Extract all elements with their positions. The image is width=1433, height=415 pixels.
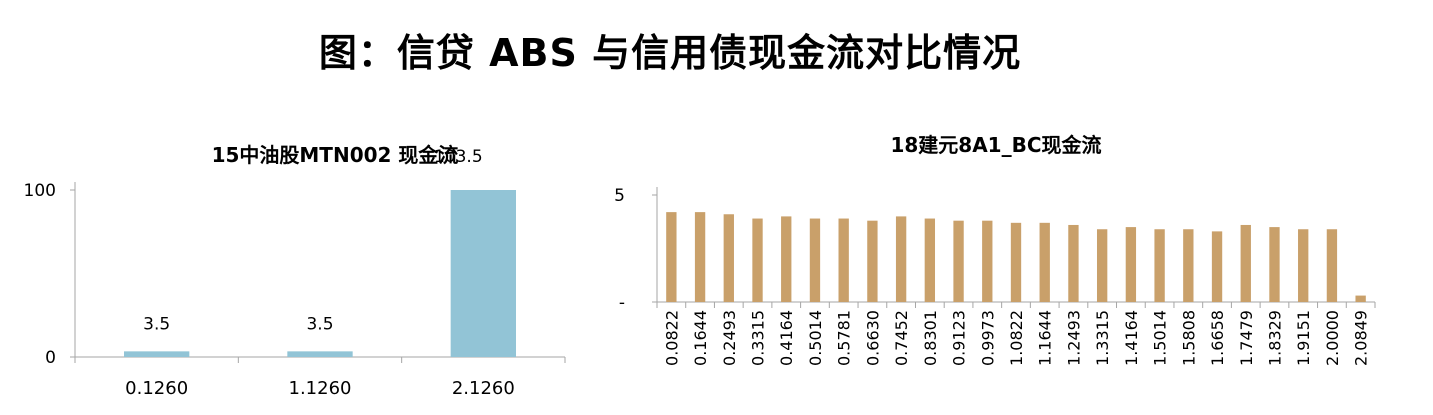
x-tick-label: 0.5014 xyxy=(806,310,825,366)
bar xyxy=(1183,229,1194,302)
chart-title: 18建元8A1_BC现金流 xyxy=(890,133,1101,157)
bar xyxy=(982,220,993,302)
bar xyxy=(1298,229,1309,302)
bar xyxy=(953,220,964,302)
x-tick-label: 1.4164 xyxy=(1122,310,1141,366)
x-tick-label: 0.4164 xyxy=(777,310,796,366)
bar xyxy=(694,212,706,302)
x-tick-label: 1.8329 xyxy=(1265,310,1284,366)
bar xyxy=(1125,227,1137,302)
x-tick-label: 1.1260 xyxy=(289,378,352,399)
x-tick-label: 1.6658 xyxy=(1208,310,1227,366)
y-tick-label: - xyxy=(619,293,625,313)
bar xyxy=(1240,224,1251,302)
x-tick-label: 2.1260 xyxy=(452,378,515,399)
bar xyxy=(1068,224,1079,302)
bar xyxy=(1269,227,1280,302)
x-tick-label: 1.9151 xyxy=(1294,310,1313,366)
chart-title: 15中油股MTN002 现金流 xyxy=(212,143,459,167)
bar xyxy=(1096,229,1108,302)
x-tick-label: 0.6630 xyxy=(863,310,882,366)
bar xyxy=(723,214,734,302)
x-tick-label: 0.9123 xyxy=(950,310,969,366)
bar xyxy=(1355,295,1366,302)
x-tick-label: 0.3315 xyxy=(749,310,768,366)
y-tick-label: 5 xyxy=(614,186,625,206)
bar xyxy=(1326,229,1338,302)
x-tick-label: 0.9973 xyxy=(978,310,997,366)
x-tick-label: 0.1644 xyxy=(691,310,710,366)
x-tick-label: 2.0000 xyxy=(1323,310,1342,366)
x-tick-label: 0.8301 xyxy=(921,310,940,366)
bar xyxy=(895,216,907,302)
bar xyxy=(1010,222,1022,302)
x-tick-label: 1.2493 xyxy=(1064,310,1083,366)
bar xyxy=(867,220,878,302)
page-title: 图：信贷 ABS 与信用债现金流对比情况 xyxy=(318,31,1022,75)
x-tick-label: 1.1644 xyxy=(1036,310,1055,366)
data-label: 3.5 xyxy=(306,314,333,334)
bar xyxy=(287,351,353,357)
bar xyxy=(781,216,792,302)
x-tick-label: 1.3315 xyxy=(1093,310,1112,366)
bar xyxy=(450,190,516,357)
x-tick-label: 0.7452 xyxy=(892,310,911,366)
x-tick-label: 1.5014 xyxy=(1151,310,1170,366)
x-tick-label: 0.0822 xyxy=(662,310,681,366)
bar xyxy=(809,218,821,302)
x-tick-label: 0.2493 xyxy=(720,310,739,366)
x-tick-label: 0.1260 xyxy=(125,378,188,399)
x-tick-label: 1.5808 xyxy=(1179,310,1198,366)
bar xyxy=(838,218,849,302)
y-tick-label: 0 xyxy=(45,348,56,368)
bar xyxy=(752,218,763,302)
x-tick-label: 0.5781 xyxy=(835,310,854,366)
data-label: 103.5 xyxy=(434,147,483,167)
bar xyxy=(1039,222,1050,302)
bar xyxy=(924,218,936,302)
bar xyxy=(666,212,677,302)
data-label: 3.5 xyxy=(143,314,170,334)
bar xyxy=(124,351,190,357)
bar xyxy=(1154,229,1165,302)
x-tick-label: 2.0849 xyxy=(1352,310,1371,366)
y-tick-label: 100 xyxy=(24,181,56,201)
bar xyxy=(1211,231,1223,302)
x-tick-label: 1.0822 xyxy=(1007,310,1026,366)
x-tick-label: 1.7479 xyxy=(1237,310,1256,366)
